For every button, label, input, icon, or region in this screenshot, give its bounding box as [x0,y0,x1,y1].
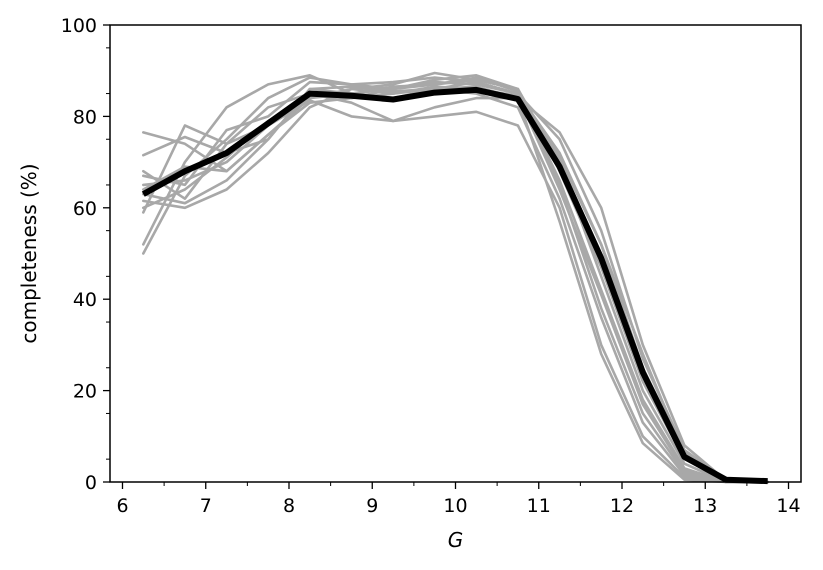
y-tick-label: 40 [73,289,97,311]
x-tick-label: 6 [116,495,128,517]
sample-lines-group [142,71,770,484]
sample-line-6 [142,80,770,484]
mean-line [141,86,768,485]
x-tick-label: 8 [283,495,295,517]
y-tick-label: 60 [73,198,97,220]
x-tick-label: 10 [443,495,467,517]
y-tick-label: 80 [73,106,97,128]
x-tick-label: 13 [693,495,717,517]
mean-line-group [141,86,768,485]
sample-line-9 [142,99,770,484]
x-tick-label: 11 [527,495,551,517]
x-tick-label: 7 [200,495,212,517]
y-axis-label: completeness (%) [17,163,41,343]
axes-group: 6 7 8 9 10 11 12 13 14 0 20 40 60 80 100 [61,15,801,517]
y-tick-label: 100 [61,15,97,37]
x-axis-label: G [448,528,464,552]
y-tick-label: 0 [85,472,97,494]
y-tick-label: 20 [73,381,97,403]
x-tick-label: 12 [610,495,634,517]
x-tick-label: 9 [366,495,378,517]
x-tick-label: 14 [776,495,800,517]
